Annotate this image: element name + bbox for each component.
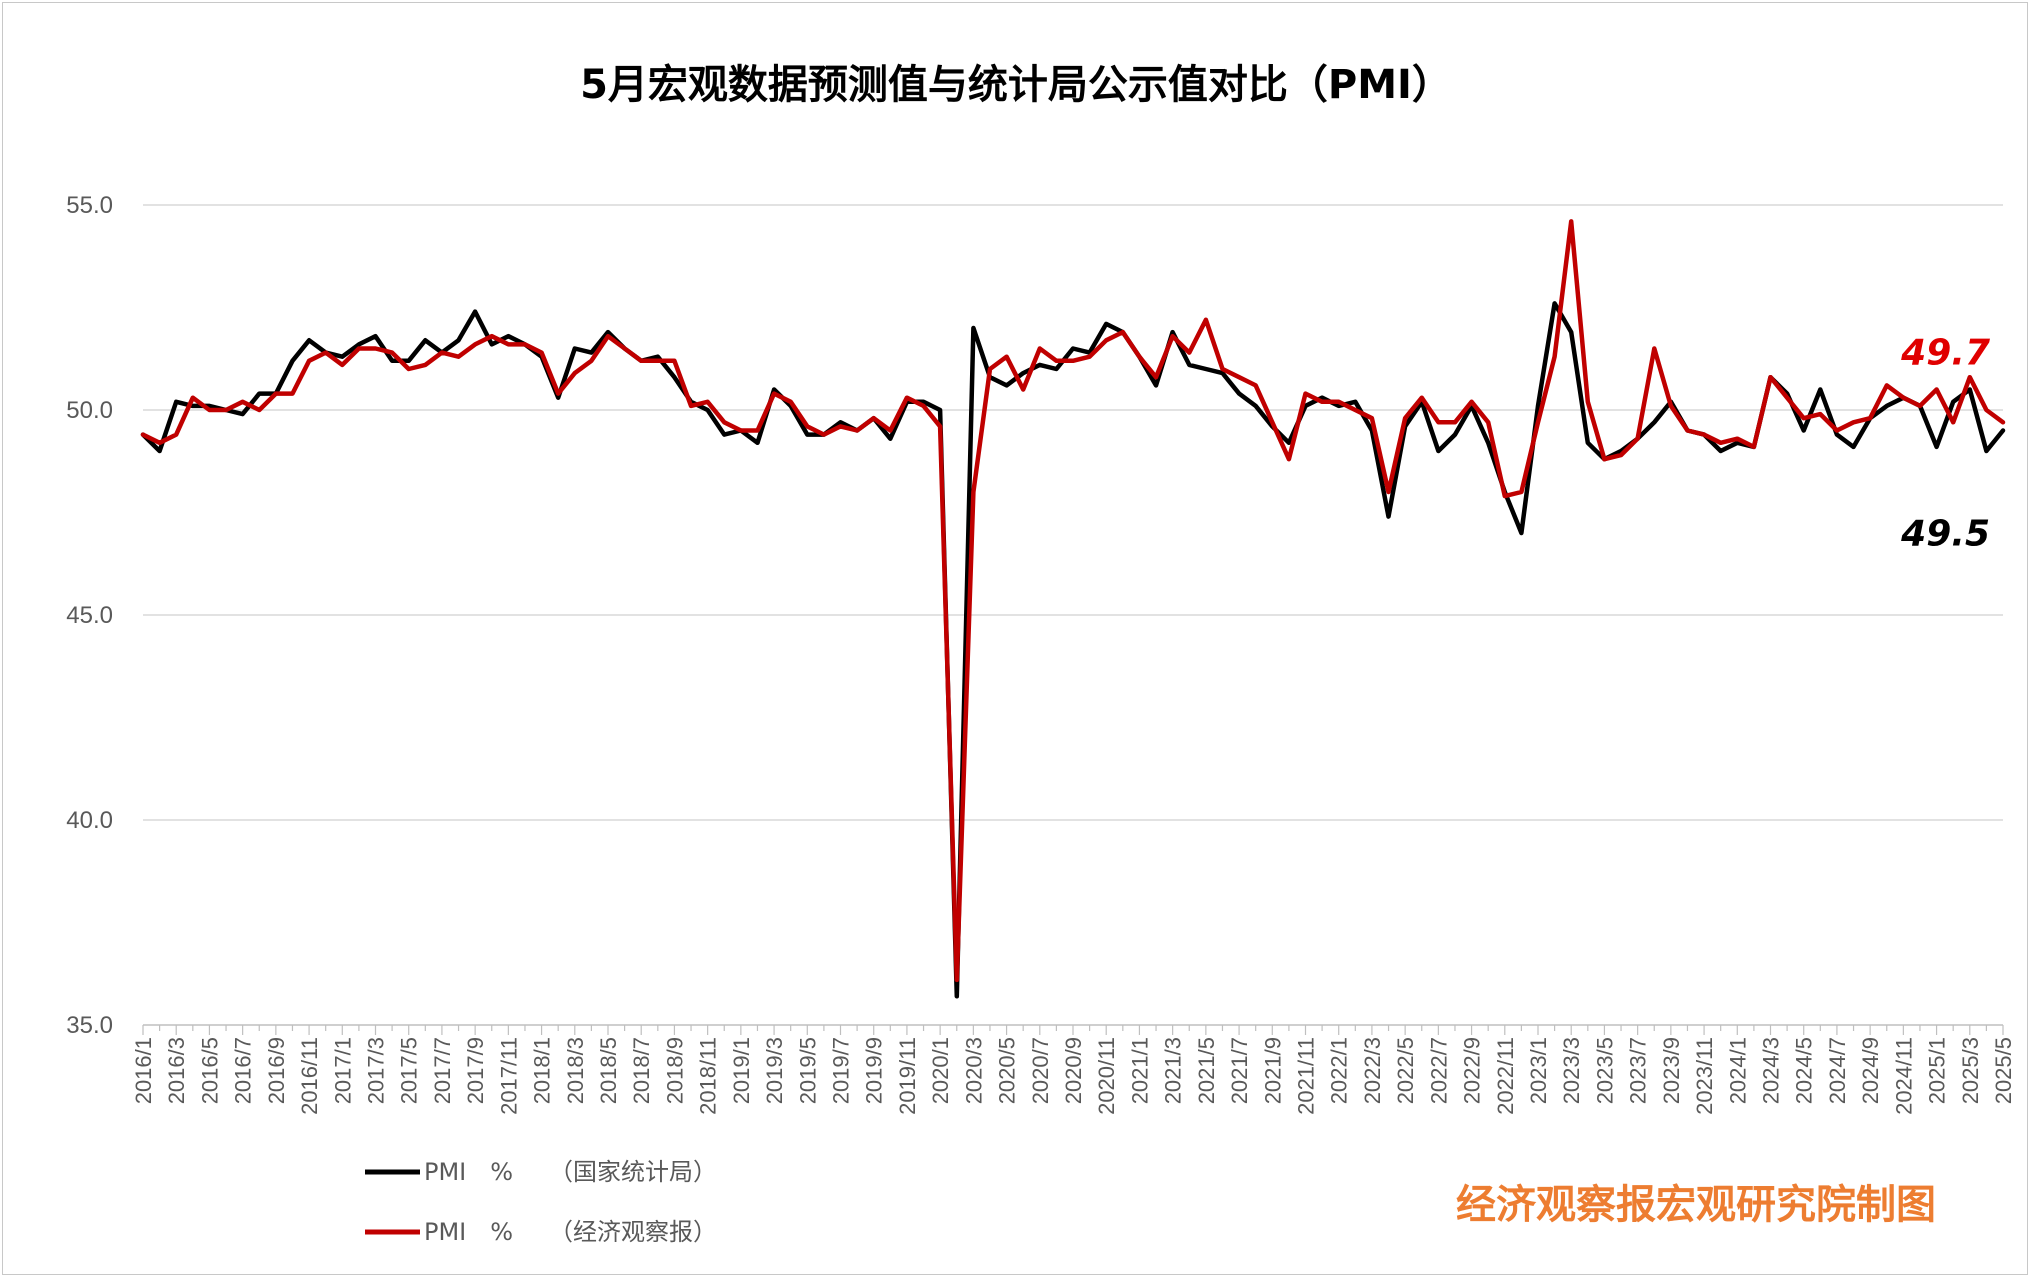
x-tick-label: 2021/9 [1260,1037,1285,1104]
gridlines [143,204,2003,821]
x-tick-label: 2017/7 [430,1037,455,1104]
x-tick-label: 2024/3 [1759,1037,1784,1104]
x-tick-label: 2025/5 [1991,1037,2016,1104]
x-tick-label: 2017/11 [496,1037,521,1115]
x-tick-label: 2016/1 [131,1037,156,1104]
x-tick-label: 2020/1 [928,1037,953,1104]
x-tick-label: 2018/11 [696,1037,721,1115]
x-tick-label: 2018/3 [563,1037,588,1104]
y-tick-label: 50.0 [66,397,113,424]
x-tick-label: 2016/7 [231,1037,256,1104]
x-tick-label: 2018/9 [662,1037,687,1104]
x-tick-label: 2020/11 [1094,1037,1119,1115]
x-tick-label: 2022/9 [1460,1037,1485,1104]
x-tick-label: 2020/7 [1028,1037,1053,1104]
x-tick-label: 2022/5 [1393,1037,1418,1104]
x-tick-label: 2020/5 [995,1037,1020,1104]
x-tick-label: 2016/11 [297,1037,322,1115]
x-tick-label: 2024/5 [1792,1037,1817,1104]
x-tick-label: 2022/7 [1426,1037,1451,1104]
y-tick-label: 55.0 [66,192,113,219]
x-tick-label: 2019/3 [762,1037,787,1104]
chart-title: 5月宏观数据预测值与统计局公示值对比（PMI） [580,62,1452,108]
x-tick-label: 2021/1 [1127,1037,1152,1104]
x-tick-label: 2019/5 [795,1037,820,1104]
x-axis-ticks: 2016/1 2016/3 2016/5 2016/7 2016/9 2016/11 201… [131,1025,2016,1115]
x-tick-label: 2017/5 [397,1037,422,1104]
legend: PMI % （国家统计局） PMI % （经济观察报） [365,1158,717,1246]
x-tick-label: 2019/9 [862,1037,887,1104]
x-tick-label: 2016/5 [197,1037,222,1104]
x-tick-label: 2021/11 [1294,1037,1319,1115]
x-tick-label: 2024/9 [1858,1037,1883,1104]
y-tick-label: 35.0 [66,1012,113,1039]
legend-label-eeo: PMI % （经济观察报） [424,1218,717,1246]
y-tick-label: 40.0 [66,807,113,834]
x-tick-label: 2022/1 [1327,1037,1352,1104]
x-tick-label: 2023/9 [1659,1037,1684,1104]
x-tick-label: 2023/11 [1692,1037,1717,1115]
x-tick-label: 2021/5 [1194,1037,1219,1104]
x-tick-label: 2025/3 [1958,1037,1983,1104]
x-tick-label: 2023/7 [1626,1037,1651,1104]
x-tick-label: 2023/1 [1526,1037,1551,1104]
series-line-nbs [140,301,2006,999]
x-tick-label: 2020/9 [1061,1037,1086,1104]
y-tick-label: 45.0 [66,602,113,629]
x-tick-label: 2023/3 [1559,1037,1584,1104]
x-tick-label: 2021/7 [1227,1037,1252,1104]
x-tick-label: 2021/3 [1161,1037,1186,1104]
x-tick-label: 2016/3 [164,1037,189,1104]
x-tick-label: 2016/9 [264,1037,289,1104]
x-tick-label: 2024/11 [1891,1037,1916,1115]
series-lines [140,219,2006,999]
series-line-eeo [140,219,2006,983]
x-tick-label: 2024/7 [1825,1037,1850,1104]
legend-label-nbs: PMI % （国家统计局） [424,1158,717,1186]
x-tick-label: 2017/1 [330,1037,355,1104]
x-tick-label: 2025/1 [1925,1037,1950,1104]
y-axis-ticks: 55.0 50.0 45.0 40.0 35.0 [66,192,113,1039]
x-tick-label: 2024/1 [1725,1037,1750,1104]
x-tick-label: 2022/3 [1360,1037,1385,1104]
x-tick-label: 2019/11 [895,1037,920,1115]
x-tick-label: 2019/1 [729,1037,754,1104]
x-tick-label: 2017/9 [463,1037,488,1104]
x-tick-label: 2022/11 [1493,1037,1518,1115]
x-tick-label: 2020/3 [961,1037,986,1104]
last-value-labels: 49.7 49.5 [1900,332,1990,554]
credit-watermark: 经济观察报宏观研究院制图 [1456,1181,1936,1228]
x-tick-label: 2018/1 [530,1037,555,1104]
last-value-label: 49.5 [1900,514,1990,555]
x-tick-label: 2018/7 [629,1037,654,1104]
x-tick-label: 2019/7 [829,1037,854,1104]
x-tick-label: 2023/5 [1592,1037,1617,1104]
last-value-label: 49.7 [1900,332,1990,373]
x-tick-label: 2017/3 [364,1037,389,1104]
x-tick-label: 2018/5 [596,1037,621,1104]
